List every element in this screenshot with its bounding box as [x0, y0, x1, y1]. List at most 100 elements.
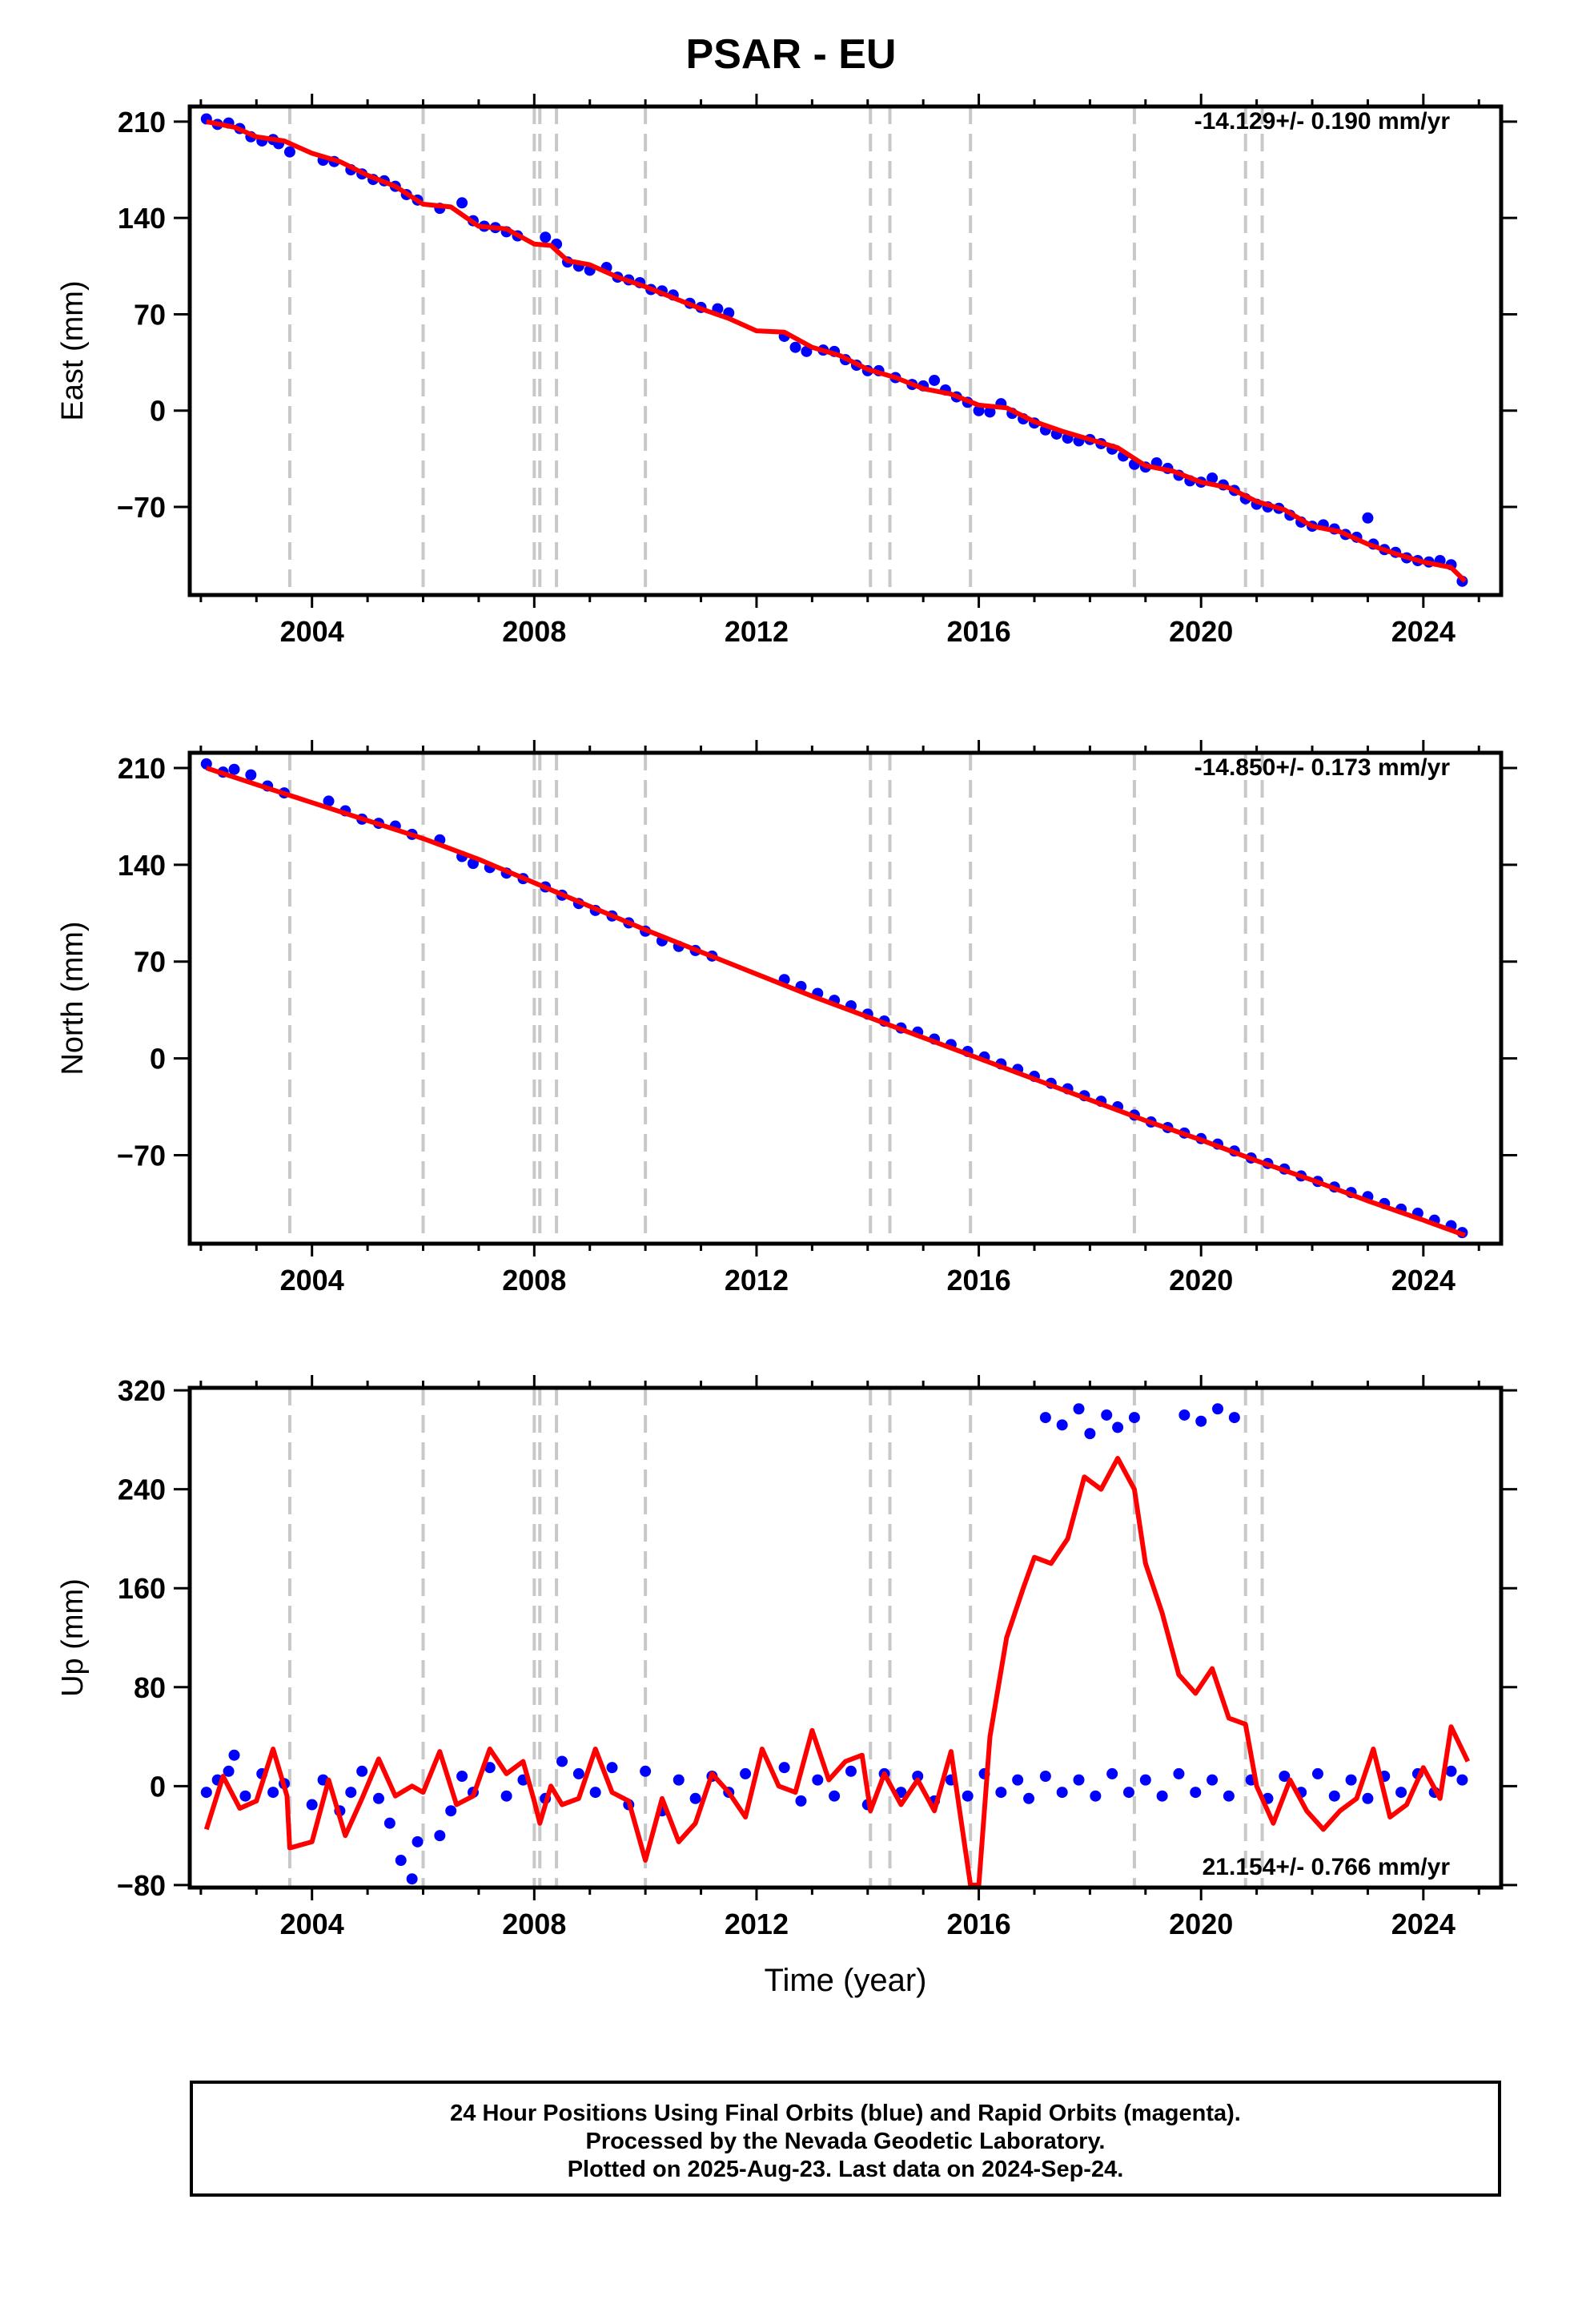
data-point — [267, 1787, 279, 1799]
y-tick-label: 80 — [134, 1671, 166, 1704]
data-point — [1139, 1774, 1151, 1786]
x-tick-label: 2012 — [725, 615, 789, 648]
x-tick-label: 2016 — [947, 1908, 1011, 1940]
data-point — [1090, 1790, 1102, 1802]
y-axis-label: East (mm) — [56, 280, 90, 420]
data-point — [740, 1767, 752, 1779]
plot-frame — [187, 750, 1504, 1246]
data-point — [572, 1767, 584, 1779]
y-tick-label: 210 — [118, 106, 166, 139]
data-point — [1122, 1787, 1134, 1799]
data-point — [1328, 1790, 1340, 1802]
data-point — [1112, 1421, 1124, 1433]
data-point — [1207, 472, 1219, 484]
data-point — [1362, 512, 1374, 524]
x-tick-label: 2024 — [1391, 1908, 1456, 1940]
data-point — [345, 1787, 357, 1799]
data-point — [1106, 1767, 1118, 1779]
data-point — [306, 1799, 318, 1811]
data-point — [1311, 1767, 1323, 1779]
x-tick-label: 2004 — [280, 1908, 344, 1940]
y-tick-label: 140 — [118, 849, 166, 882]
data-point — [456, 197, 468, 209]
data-point — [673, 1774, 685, 1786]
x-axis-label: Time (year) — [765, 1963, 927, 1998]
data-point — [1445, 1765, 1457, 1777]
data-point — [912, 1770, 924, 1782]
x-tick-label: 2020 — [1169, 615, 1233, 648]
data-point — [778, 1762, 790, 1774]
model-line — [206, 119, 1468, 583]
plot-frame — [187, 104, 1504, 597]
data-point — [1212, 1403, 1224, 1415]
data-point — [1073, 1774, 1085, 1786]
y-tick-label: −70 — [117, 1139, 166, 1172]
data-point — [239, 1790, 251, 1802]
data-point — [406, 1873, 418, 1885]
model-line — [203, 1456, 1471, 1888]
data-point — [845, 1765, 857, 1777]
data-point — [1178, 1409, 1191, 1421]
data-point — [1039, 1770, 1051, 1782]
data-point — [1223, 1790, 1235, 1802]
data-point — [1101, 1409, 1113, 1421]
x-tick-label: 2024 — [1391, 615, 1456, 648]
data-point — [500, 1790, 512, 1802]
x-tick-label: 2012 — [725, 1908, 789, 1940]
data-point — [1228, 1412, 1240, 1424]
data-point — [1023, 1792, 1035, 1804]
data-point — [1362, 1792, 1374, 1804]
data-point — [283, 146, 295, 158]
y-axis-label: North (mm) — [56, 921, 90, 1075]
data-point — [640, 1765, 652, 1777]
info-line-1: 24 Hour Positions Using Final Orbits (bl… — [450, 2101, 1241, 2126]
x-tick-label: 2020 — [1169, 1264, 1233, 1297]
data-point — [1395, 1787, 1407, 1799]
data-point — [1156, 1790, 1168, 1802]
data-point — [356, 1765, 368, 1777]
data-point — [395, 1855, 407, 1867]
data-point — [1279, 1770, 1291, 1782]
x-tick-label: 2004 — [280, 615, 344, 648]
data-point — [929, 374, 941, 386]
data-point — [556, 1755, 568, 1767]
info-box: 24 Hour Positions Using Final Orbits (bl… — [190, 2081, 1501, 2197]
data-point — [962, 1790, 974, 1802]
north-panel: 2004 2008 2012 2016 2020 2024 210 140 70 0 −70 Nort… — [56, 740, 1517, 1297]
data-point — [1173, 1767, 1185, 1779]
data-point — [606, 1762, 618, 1774]
x-tick-label: 2008 — [502, 1264, 566, 1297]
data-point — [1190, 1787, 1202, 1799]
data-point — [795, 1795, 807, 1807]
up-panel: 2004 2008 2012 2016 2020 2024 320 240 160 80 0 −80 U… — [56, 1374, 1517, 1940]
y-tick-label: 70 — [134, 946, 166, 979]
x-tick-label: 2024 — [1391, 1264, 1456, 1297]
y-tick-label: 320 — [118, 1374, 166, 1407]
rate-label: 21.154+/- 0.766 mm/yr — [1203, 1854, 1451, 1880]
data-point — [1039, 1412, 1051, 1424]
y-tick-label: 0 — [150, 1043, 166, 1076]
rate-label: -14.850+/- 0.173 mm/yr — [1195, 754, 1451, 781]
y-tick-label: 0 — [150, 395, 166, 428]
data-point — [984, 406, 996, 418]
data-point — [484, 1762, 496, 1774]
data-point — [1195, 1415, 1207, 1427]
data-point — [228, 763, 240, 775]
chart-title: PSAR - EU — [685, 31, 897, 78]
data-point — [589, 1787, 601, 1799]
x-tick-label: 2016 — [947, 1264, 1011, 1297]
x-tick-label: 2016 — [947, 615, 1011, 648]
data-point — [829, 1790, 841, 1802]
data-point — [223, 1765, 235, 1777]
data-point — [1012, 1774, 1024, 1786]
data-point — [995, 1787, 1007, 1799]
data-point — [1207, 1774, 1219, 1786]
y-tick-label: 0 — [150, 1770, 166, 1803]
data-point — [1084, 1428, 1096, 1440]
data-point — [1056, 1419, 1068, 1431]
data-point — [1073, 1403, 1085, 1415]
data-point — [456, 1770, 468, 1782]
y-tick-label: −80 — [117, 1869, 166, 1902]
data-point — [412, 1835, 424, 1848]
